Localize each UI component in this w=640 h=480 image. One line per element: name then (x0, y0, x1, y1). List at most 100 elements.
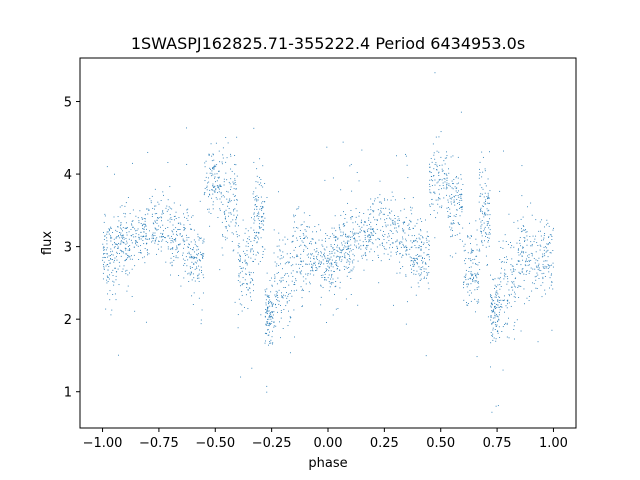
data-point (112, 280, 114, 282)
data-point (530, 202, 532, 204)
data-point (375, 239, 377, 241)
data-point (176, 248, 178, 250)
data-point (265, 291, 267, 293)
data-point (433, 210, 435, 212)
data-point (299, 271, 301, 273)
data-point (342, 224, 344, 226)
data-point (209, 225, 211, 227)
data-point (330, 256, 332, 258)
data-point (406, 301, 408, 303)
data-point (536, 272, 538, 274)
data-point (155, 238, 157, 240)
data-point (217, 186, 219, 188)
data-point (105, 249, 107, 251)
data-point (538, 269, 540, 271)
data-point (134, 310, 136, 312)
data-point (480, 230, 482, 232)
data-point (503, 272, 505, 274)
data-point (256, 214, 258, 216)
data-point (461, 211, 463, 213)
data-point (495, 338, 497, 340)
data-point (109, 230, 110, 232)
data-point (295, 263, 297, 265)
data-point (419, 238, 421, 240)
data-point (194, 257, 195, 259)
data-point (138, 237, 140, 239)
data-point (487, 210, 489, 212)
data-point (207, 182, 209, 184)
data-point (528, 254, 530, 256)
data-point (276, 263, 278, 265)
data-point (543, 234, 545, 236)
data-point (318, 262, 320, 264)
data-point (298, 267, 300, 269)
data-point (518, 271, 520, 273)
data-point (398, 220, 400, 221)
data-point (500, 261, 502, 263)
data-point (485, 214, 487, 216)
data-point (521, 165, 523, 167)
data-point (540, 270, 542, 272)
data-point (191, 216, 192, 218)
data-point (476, 300, 478, 302)
data-point (348, 248, 350, 250)
data-point (254, 204, 256, 206)
data-point (536, 266, 538, 268)
data-point (452, 183, 454, 185)
data-point (340, 249, 341, 251)
data-point (112, 269, 114, 271)
data-point (268, 323, 270, 325)
data-point (548, 225, 550, 227)
data-point (489, 218, 490, 220)
data-point (347, 247, 349, 249)
data-point (219, 269, 221, 271)
data-point (259, 223, 261, 225)
data-point (125, 243, 127, 245)
data-point (418, 273, 420, 275)
data-point (410, 240, 412, 242)
data-point (429, 166, 431, 168)
data-point (449, 215, 451, 217)
data-point (540, 230, 541, 232)
data-point (383, 231, 384, 232)
data-point (511, 286, 512, 288)
data-point (229, 183, 231, 185)
data-point (459, 204, 460, 206)
data-point (116, 253, 118, 255)
data-point (126, 253, 128, 255)
data-point (487, 222, 489, 224)
data-point (267, 306, 269, 308)
data-point (320, 229, 321, 231)
data-point (382, 213, 384, 215)
data-point (476, 277, 478, 279)
data-point (274, 261, 276, 263)
data-point (128, 248, 130, 250)
data-point (160, 200, 162, 202)
data-point (470, 271, 472, 273)
data-point (549, 265, 551, 267)
data-point (494, 284, 496, 286)
data-point (264, 183, 266, 184)
data-point (167, 209, 169, 211)
y-tick-label: 4 (64, 168, 72, 183)
data-point (306, 225, 308, 227)
data-point (199, 269, 201, 271)
data-point (547, 249, 549, 251)
data-point (490, 332, 492, 333)
data-point (331, 253, 333, 254)
data-point (384, 234, 386, 236)
data-point (220, 186, 222, 187)
data-point (547, 222, 549, 224)
data-point (217, 185, 219, 187)
data-point (480, 240, 482, 242)
data-point (467, 235, 469, 237)
data-point (500, 306, 502, 308)
data-point (129, 250, 131, 252)
data-point (142, 239, 144, 241)
data-point (326, 246, 328, 248)
data-point (226, 179, 228, 181)
data-point (478, 286, 480, 288)
data-point (184, 216, 186, 218)
data-point (280, 277, 282, 279)
data-point (146, 208, 147, 210)
